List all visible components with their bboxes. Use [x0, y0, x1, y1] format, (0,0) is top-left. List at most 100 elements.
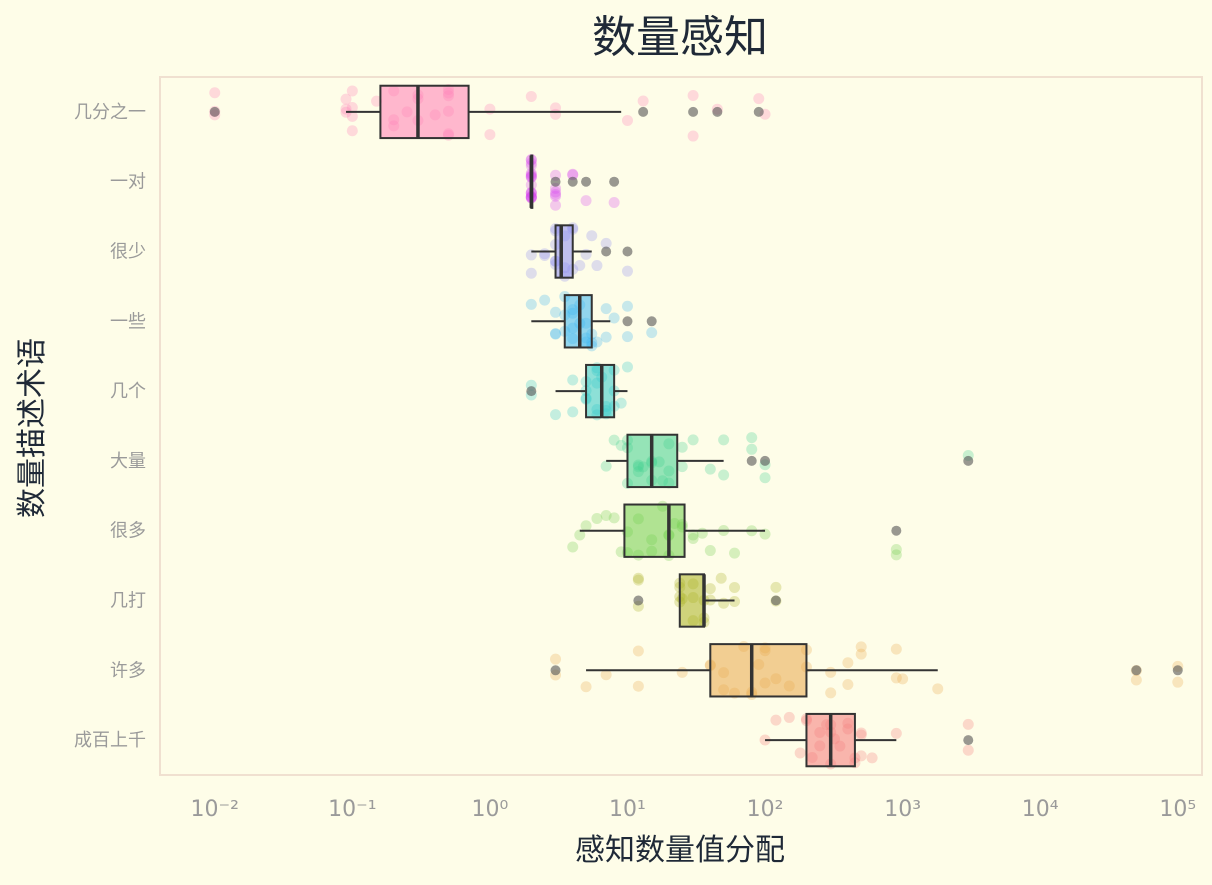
- data-point: [890, 643, 902, 655]
- data-point: [567, 374, 579, 386]
- y-tick-label: 几打: [110, 591, 146, 612]
- x-tick-label: 10³: [884, 797, 921, 822]
- data-point: [525, 267, 537, 279]
- data-point: [550, 653, 562, 665]
- data-point: [715, 572, 727, 584]
- data-point: [591, 512, 603, 524]
- data-point: [687, 90, 699, 102]
- data-point: [718, 469, 730, 481]
- data-point: [676, 441, 688, 453]
- data-point: [746, 443, 758, 455]
- y-tick-label: 几分之一: [74, 102, 146, 123]
- data-point: [729, 596, 741, 608]
- y-tick-label: 大量: [110, 451, 146, 472]
- outlier-point: [688, 106, 699, 117]
- x-tick-label: 10⁻¹: [328, 797, 376, 822]
- box-group: [529, 154, 620, 209]
- data-point: [371, 95, 383, 107]
- data-point: [550, 108, 562, 120]
- data-point: [676, 461, 688, 473]
- data-point: [346, 85, 358, 97]
- outlier-point: [567, 176, 578, 187]
- data-point: [550, 188, 562, 200]
- data-point: [842, 679, 854, 691]
- box: [709, 643, 808, 698]
- data-point: [842, 657, 854, 669]
- data-point: [704, 583, 716, 595]
- data-point: [346, 125, 358, 137]
- data-point: [890, 549, 902, 561]
- data-point: [525, 298, 537, 310]
- data-point: [567, 406, 579, 418]
- data-point: [600, 303, 612, 315]
- data-point: [550, 186, 562, 198]
- data-point: [608, 312, 620, 324]
- data-point: [615, 397, 627, 409]
- outlier-point: [1131, 665, 1142, 676]
- outlier-point: [550, 176, 561, 187]
- data-point: [855, 727, 867, 739]
- data-point: [825, 687, 837, 699]
- data-point: [621, 331, 633, 343]
- data-point: [855, 750, 867, 762]
- data-point: [855, 641, 867, 653]
- chart-title: 数量感知: [592, 12, 768, 63]
- box: [623, 503, 686, 558]
- data-point: [574, 529, 586, 541]
- box-group: [765, 712, 974, 768]
- data-point: [746, 432, 758, 444]
- x-tick-label: 10⁴: [1022, 797, 1059, 822]
- box-group: [531, 224, 633, 279]
- data-point: [753, 93, 765, 105]
- data-point: [608, 434, 620, 446]
- y-tick-label: 很多: [110, 521, 146, 542]
- data-point: [632, 574, 644, 586]
- data-point: [484, 103, 496, 115]
- data-point: [574, 259, 586, 271]
- data-point: [866, 752, 878, 764]
- data-point: [580, 520, 592, 532]
- box-group: [579, 503, 902, 558]
- outlier-point: [963, 735, 974, 746]
- data-point: [550, 199, 562, 211]
- data-point: [484, 129, 496, 141]
- data-point: [770, 714, 782, 726]
- data-point: [783, 711, 795, 723]
- plot-area: [159, 76, 1203, 776]
- data-point: [729, 547, 741, 559]
- data-point: [600, 510, 612, 522]
- outlier-point: [760, 455, 771, 466]
- data-point: [794, 747, 806, 759]
- data-point: [687, 529, 699, 541]
- outlier-point: [638, 106, 649, 117]
- data-point: [567, 168, 579, 180]
- jitter-points: [209, 84, 1184, 770]
- data-point: [890, 727, 902, 739]
- outlier-point: [526, 386, 537, 397]
- data-point: [962, 744, 974, 756]
- data-point: [704, 545, 716, 557]
- box-series: [209, 84, 1183, 768]
- data-point: [621, 265, 633, 277]
- data-point: [825, 666, 837, 678]
- data-point: [600, 460, 612, 472]
- data-point: [539, 294, 551, 306]
- data-point: [687, 434, 699, 446]
- data-point: [646, 327, 658, 339]
- data-point: [600, 669, 612, 681]
- box: [379, 84, 470, 140]
- x-tick-label: 10⁰: [471, 797, 508, 822]
- box-group: [606, 433, 974, 489]
- data-point: [962, 718, 974, 730]
- outlier-point: [770, 595, 781, 606]
- data-point: [687, 532, 699, 544]
- data-point: [855, 648, 867, 660]
- x-tick-label: 10¹: [609, 797, 646, 822]
- data-point: [621, 114, 633, 126]
- data-point: [591, 260, 603, 272]
- x-axis-title: 感知数量值分配: [575, 833, 785, 868]
- data-point: [550, 190, 562, 202]
- data-point: [718, 434, 730, 446]
